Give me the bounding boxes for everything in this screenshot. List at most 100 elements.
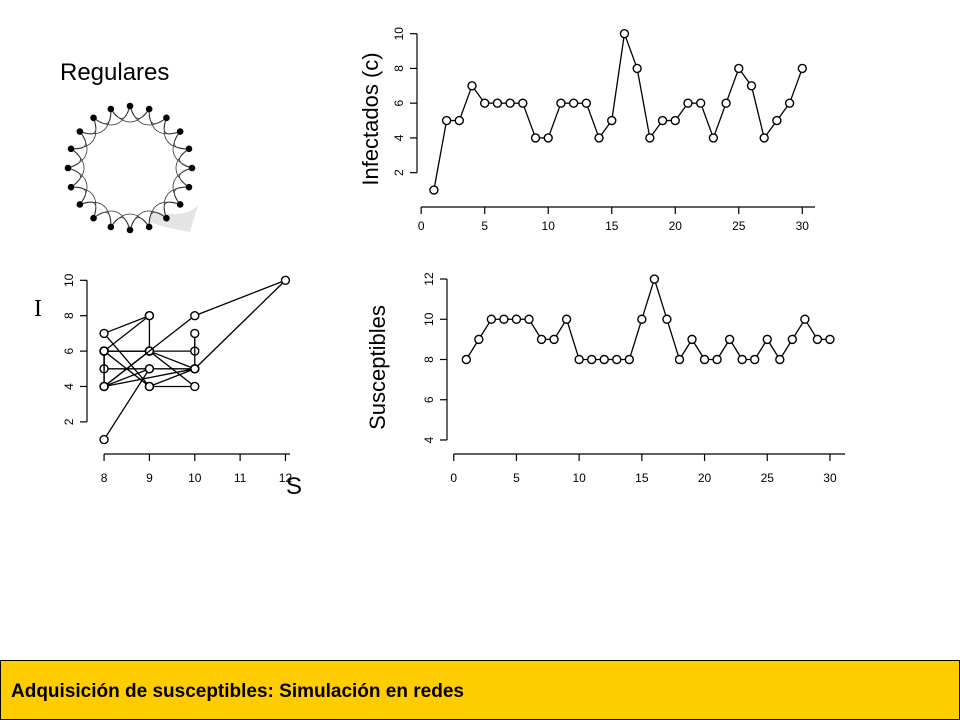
data-point: [524, 314, 534, 324]
network-edge: [163, 117, 189, 150]
network-node: [188, 164, 196, 172]
network-edge: [71, 186, 97, 219]
data-point: [797, 63, 807, 74]
phase-plot-chart: 8 9 10 11 12 2 4 6 8 10 I S: [34, 273, 302, 500]
data-point: [762, 334, 772, 345]
network-edge: [71, 117, 97, 150]
data-point: [486, 314, 497, 324]
data-point: [800, 314, 810, 324]
network-node: [163, 214, 170, 222]
series-segment: [106, 353, 147, 385]
series-segment: [460, 89, 472, 118]
y-tick-label: 4: [392, 134, 406, 141]
network-node: [107, 105, 115, 113]
data-point: [505, 98, 515, 108]
data-point: [144, 346, 155, 356]
data-point: [454, 115, 464, 126]
network-edge: [172, 167, 193, 205]
data-point: [556, 98, 566, 108]
network-node: [67, 183, 75, 191]
network-node: [76, 201, 84, 208]
network-node: [126, 226, 134, 234]
series-segment: [625, 37, 637, 65]
series-segment: [530, 322, 540, 337]
x-tick-label: 30: [823, 471, 837, 485]
x-tick-label: 10: [188, 471, 202, 485]
series-segment: [637, 72, 650, 135]
y-tick-label: 8: [62, 312, 76, 319]
series-segment: [611, 37, 625, 117]
y-tick-label: 6: [422, 396, 436, 403]
data-point: [190, 381, 200, 392]
data-point: [674, 354, 685, 365]
data-point: [772, 115, 782, 126]
series-segment: [781, 342, 791, 357]
series-segment: [480, 322, 490, 337]
network-edge: [110, 108, 150, 123]
series-segment: [152, 353, 193, 385]
y-tick-label: 2: [392, 169, 406, 176]
x-tick-label: 0: [418, 219, 425, 233]
infected-time-series-chart: 0 5 10 15 20 25 30 2 4 6 8 10 Infectados (c): [358, 27, 815, 233]
data-point: [467, 81, 477, 91]
series-segment: [778, 106, 788, 118]
network-node: [185, 183, 193, 191]
data-point: [825, 334, 835, 345]
data-point: [461, 354, 471, 365]
data-point: [429, 185, 439, 195]
series-segment: [107, 368, 191, 387]
data-point: [695, 98, 706, 108]
series-segment: [693, 342, 703, 357]
series-segment: [793, 322, 804, 337]
x-tick-label: 10: [542, 219, 556, 233]
network-title: Regulares: [60, 59, 169, 86]
y-axis-title: Infectados (c): [358, 52, 383, 185]
data-point: [724, 334, 735, 345]
network-node: [64, 164, 72, 172]
network-edge: [129, 210, 167, 231]
data-point: [594, 133, 604, 143]
data-point: [784, 98, 795, 108]
data-point: [561, 314, 572, 324]
x-tick-label: 5: [481, 219, 488, 233]
series-segment: [677, 106, 687, 118]
data-point: [775, 354, 785, 365]
series-segment: [766, 123, 776, 136]
network-node: [145, 105, 153, 113]
data-point: [612, 354, 622, 365]
network-edge: [67, 167, 88, 205]
data-point: [581, 98, 592, 108]
data-point: [812, 334, 823, 345]
series-segment: [523, 106, 535, 135]
data-point: [683, 98, 693, 108]
data-point: [99, 328, 109, 339]
x-tick-label: 15: [605, 219, 619, 233]
network-edge: [148, 201, 181, 227]
data-point: [190, 311, 200, 321]
y-tick-label: 4: [62, 383, 76, 390]
series-segment: [701, 106, 713, 135]
y-tick-label: 12: [422, 272, 436, 286]
series-segment: [467, 342, 478, 357]
x-tick-label: 8: [101, 471, 108, 485]
y-tick-label: 6: [62, 347, 76, 354]
data-point: [708, 133, 719, 143]
data-point: [734, 63, 744, 74]
x-tick-label: 9: [146, 471, 153, 485]
network-node: [163, 114, 170, 122]
series-segment: [473, 88, 483, 101]
x-tick-label: 20: [698, 471, 712, 485]
data-point: [543, 133, 553, 143]
footer-title: Adquisición de susceptibles: Simulación …: [11, 681, 464, 702]
network-edge: [93, 210, 131, 231]
data-point: [712, 354, 722, 365]
network-edge: [67, 131, 88, 169]
footer-banner: Adquisición de susceptibles: Simulación …: [0, 660, 960, 720]
series-segment: [106, 336, 148, 384]
y-axis-title: I: [34, 296, 42, 322]
data-point: [99, 434, 109, 445]
y-tick-label: 4: [422, 436, 436, 443]
network-edge: [110, 213, 150, 228]
series-segment: [548, 106, 561, 135]
data-point: [568, 98, 579, 108]
